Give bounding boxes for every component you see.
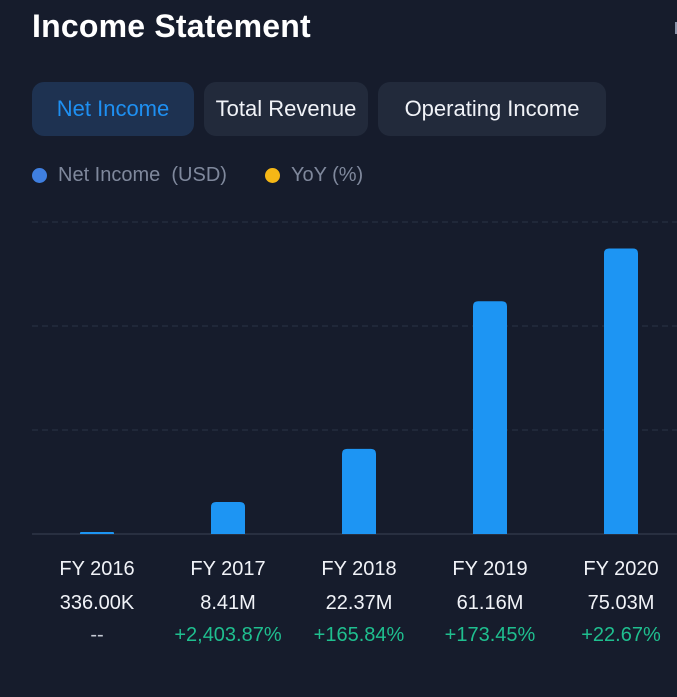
yoy-label: +22.67%	[581, 624, 661, 646]
yoy-label: +2,403.87%	[174, 624, 282, 646]
scroll-edge-indicator	[675, 22, 677, 34]
bar-fy-2018	[342, 448, 376, 534]
value-label: 22.37M	[326, 592, 393, 614]
tab-operating-income[interactable]: Operating Income	[378, 82, 606, 136]
tab-net-income-label: Net Income	[56, 96, 170, 121]
chart-legend: Net Income (USD) YoY (%)	[32, 164, 363, 187]
tab-total-revenue[interactable]: Total Revenue	[204, 82, 368, 136]
yoy-label: --	[90, 624, 103, 646]
page-title: Income Statement	[32, 8, 311, 44]
legend-item-yoy: YoY (%)	[264, 164, 364, 187]
bar-fy-2020	[604, 248, 638, 534]
value-label: 61.16M	[457, 592, 524, 614]
value-label: 75.03M	[588, 592, 655, 614]
category-label: FY 2020	[583, 558, 658, 580]
legend-dot-yoy	[264, 168, 280, 183]
category-label: FY 2016	[59, 558, 134, 580]
category-label: FY 2019	[452, 558, 527, 580]
yoy-label: +165.84%	[314, 624, 405, 646]
bar-fy-2016	[80, 532, 114, 534]
tab-operating-income-label: Operating Income	[404, 96, 580, 121]
value-label: 336.00K	[60, 592, 135, 614]
category-label: FY 2017	[190, 558, 265, 580]
value-label: 8.41M	[200, 592, 256, 614]
legend-dot-net-income	[32, 168, 47, 183]
metric-tabs: Net Income Total Revenue Operating Incom…	[32, 82, 606, 136]
bar-fy-2017	[211, 502, 245, 534]
yoy-label: +173.45%	[445, 624, 536, 646]
legend-label-net-income: Net Income (USD)	[58, 164, 227, 186]
tab-net-income[interactable]: Net Income	[32, 82, 194, 136]
legend-item-net-income: Net Income (USD)	[32, 164, 227, 187]
category-label: FY 2018	[321, 558, 396, 580]
tab-total-revenue-label: Total Revenue	[215, 96, 357, 121]
legend-label-yoy: YoY (%)	[290, 164, 364, 186]
bar-fy-2019	[473, 301, 507, 534]
